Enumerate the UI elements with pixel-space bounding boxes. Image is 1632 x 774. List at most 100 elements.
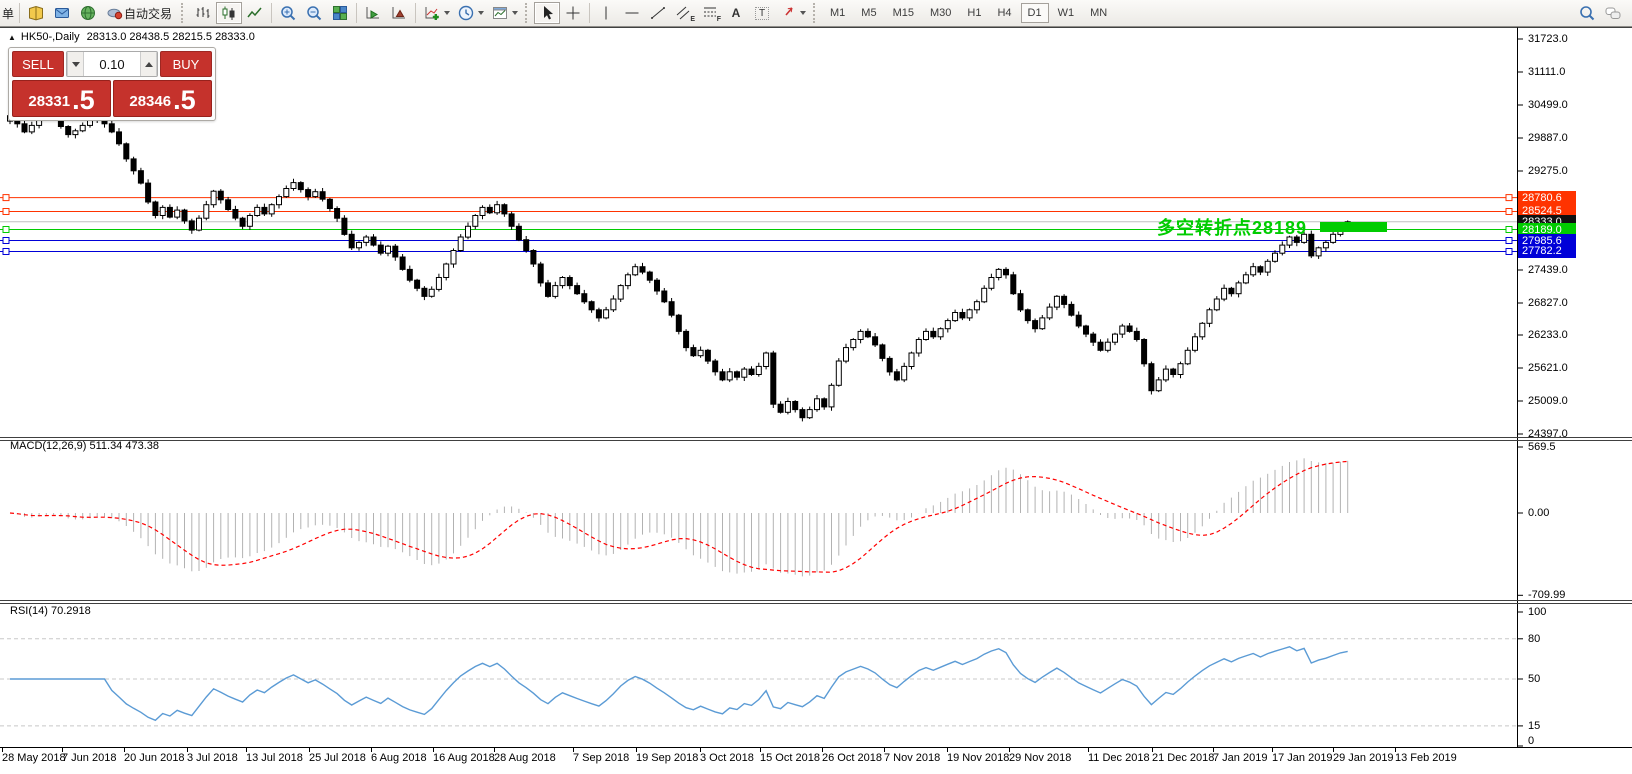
zoom-in-button[interactable] [275,2,301,24]
rsi-header: RSI(14) 70.2918 [10,605,91,617]
search-button[interactable] [1574,2,1600,24]
search-icon [1580,6,1595,21]
price-level-label: 27985.6 [1518,233,1576,248]
macd-axis-tick-label: -709.99 [1528,589,1566,602]
zoom-out-button[interactable] [301,2,327,24]
vertical-line-button[interactable] [593,2,619,24]
timeframe-button-W1[interactable]: W1 [1051,3,1082,23]
toolbar-grip [181,3,186,23]
price-axis-tick-label: 29275.0 [1528,164,1568,177]
volume-input[interactable] [84,52,140,76]
sell-price-main: 28331 [28,93,71,110]
channel-glyph: E [690,16,696,23]
volume-decrease-button[interactable] [67,52,84,76]
vertical-line-icon [605,6,607,20]
price-level-label: 28780.6 [1518,190,1576,205]
timeframe-button-D1[interactable]: D1 [1020,3,1049,23]
timeframe-button-MN[interactable]: MN [1083,3,1114,23]
horizontal-line-button[interactable] [619,2,645,24]
time-axis-label: 28 May 2018 [2,752,66,764]
autotrading-button[interactable]: 自动交易 [101,2,177,24]
rsi-axis-tick-label: 80 [1528,632,1541,645]
chart-line-button[interactable] [242,2,268,24]
autotrading-cloud-icon [107,8,123,20]
templates-button[interactable] [487,2,521,24]
auto-scroll-icon [366,7,380,19]
time-axis-label: 20 Jun 2018 [124,752,185,764]
collapse-icon[interactable]: ▲ [8,33,16,42]
zoom-in-icon [281,6,296,21]
dropdown-caret-icon [511,11,518,15]
volume-increase-button[interactable] [140,52,157,76]
chart-title-bar: ▲ HK50-,Daily 28313.0 28438.5 28215.5 2833… [8,31,255,43]
price-axis-tick-label: 24397.0 [1528,428,1568,440]
fibonacci-glyph: F [716,16,722,23]
price-axis-tick-label: 31723.0 [1528,33,1568,45]
buy-price[interactable]: 28346.5 [113,80,212,117]
toolbar-separator [356,3,358,23]
equidistant-channel-button[interactable]: E [671,2,697,24]
text-label-button[interactable]: T [749,2,775,24]
fibonacci-button[interactable]: F [697,2,723,24]
history-center-button[interactable] [23,2,49,24]
time-axis-label: 3 Jul 2018 [187,752,238,764]
time-axis-label: 29 Nov 2018 [1009,752,1072,764]
chart-bars-button[interactable] [190,2,216,24]
trendline-icon [651,7,666,19]
template-icon [492,7,507,19]
text-button[interactable]: A [723,2,749,24]
new-order-button[interactable]: 单 [0,2,16,24]
arrows-button[interactable] [775,2,809,24]
globe-signal-icon [81,6,95,20]
time-axis-label: 19 Nov 2018 [947,752,1010,764]
toolbar-grip [525,3,530,23]
news-button[interactable] [75,2,101,24]
timeframe-button-H1[interactable]: H1 [960,3,988,23]
time-axis-label: 15 Oct 2018 [760,752,820,764]
toolbar-separator [589,3,591,23]
toolbar-grip [813,3,818,23]
mail-icon [55,8,69,18]
time-axis-label: 11 Dec 2018 [1088,752,1150,764]
time-axis-label: 25 Jul 2018 [309,752,366,764]
tile-windows-button[interactable] [327,2,353,24]
price-axis-tick-label: 26233.0 [1528,329,1568,341]
zoom-out-icon [307,6,322,21]
chat-button[interactable] [1600,2,1626,24]
tile-windows-icon [333,6,348,20]
timeframe-button-M30[interactable]: M30 [923,3,958,23]
trendline-button[interactable] [645,2,671,24]
sell-button[interactable]: SELL [12,51,64,77]
timeframe-button-M5[interactable]: M5 [854,3,883,23]
timeframe-button-M15[interactable]: M15 [886,3,921,23]
periods-button[interactable] [453,2,487,24]
text-label-glyph: T [754,6,770,20]
chart-candles-button[interactable] [216,2,243,24]
channel-icon [676,6,690,20]
mailbox-button[interactable] [49,2,75,24]
time-axis-label: 28 Aug 2018 [494,752,556,764]
timeframe-button-H4[interactable]: H4 [990,3,1018,23]
crosshair-button[interactable] [560,2,586,24]
sell-price-frac: .5 [72,85,95,115]
dropdown-caret-icon [443,11,450,15]
price-axis-tick-label: 27439.0 [1528,263,1568,276]
crosshair-icon [566,6,580,20]
cursor-button[interactable] [534,2,561,24]
auto-scroll-button[interactable] [360,2,386,24]
sell-price[interactable]: 28331.5 [12,80,111,117]
rsi-axis-tick-label: 15 [1528,719,1541,732]
chart-ohlc-values: 28313.0 28438.5 28215.5 28333.0 [86,31,255,43]
timeframe-button-M1[interactable]: M1 [823,3,852,23]
price-axis-tick-label: 30499.0 [1528,98,1568,111]
line-chart-icon [247,7,262,18]
price-axis-tick-label: 25009.0 [1528,395,1568,407]
chart-shift-button[interactable] [386,2,412,24]
indicators-button[interactable] [419,2,453,24]
candlestick-icon [222,6,235,20]
buy-price-frac: .5 [173,85,196,115]
text-tool-glyph: A [731,6,741,20]
dropdown-caret-icon [799,11,806,15]
buy-button[interactable]: BUY [160,51,212,77]
